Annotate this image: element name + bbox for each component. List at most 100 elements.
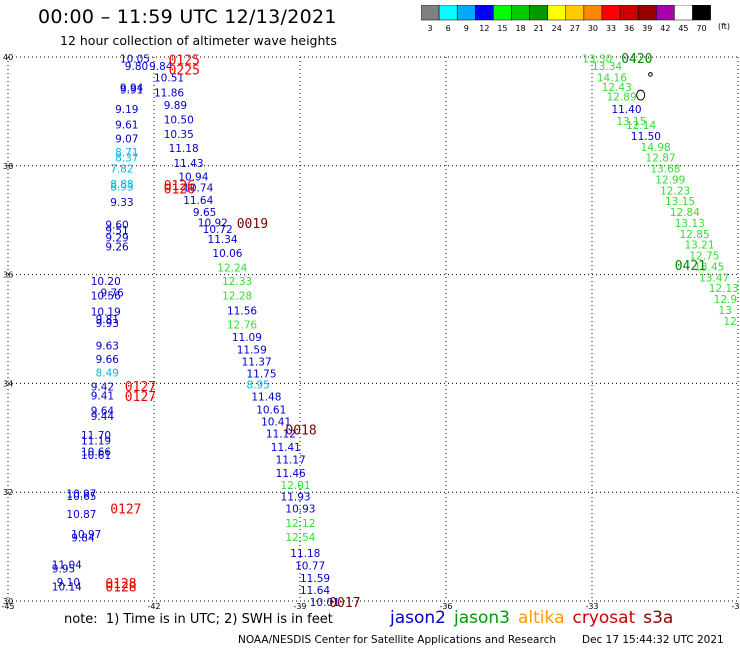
wave-height-label: 11.18: [169, 143, 199, 155]
color-scale-label: 45: [678, 24, 688, 33]
wave-height-label: 10.94: [178, 172, 208, 184]
wave-height-label: 11.59: [300, 573, 330, 585]
y-tick-label: 40: [3, 53, 13, 62]
wave-height-label: 14.16: [597, 73, 627, 85]
wave-height-label: 12: [723, 316, 736, 328]
wave-height-label: 13.21: [684, 240, 714, 252]
wave-height-label: 12.23: [660, 185, 690, 197]
chart-title: 00:00 – 11:59 UTC 12/13/2021: [38, 6, 337, 28]
satellite-legend: jason2 jason3 altika cryosat s3a: [390, 608, 681, 628]
wave-height-label: 8.95: [246, 379, 269, 391]
wave-height-label: 10.93: [285, 504, 315, 516]
wave-height-label: 8.88: [110, 179, 133, 191]
wave-height-label: 11.17: [276, 455, 306, 467]
footer-center: NOAA/NESDIS Center for Satellite Applica…: [238, 634, 556, 646]
wave-height-label: 12.89: [607, 92, 637, 104]
wave-height-label: 14.98: [641, 142, 671, 154]
color-scale-label: 39: [642, 24, 652, 33]
wave-height-label: 9.66: [96, 354, 120, 366]
wave-height-label: 11.64: [300, 585, 330, 597]
wave-height-label: 11.86: [154, 87, 184, 99]
wave-height-label: 12.28: [222, 290, 252, 302]
wave-height-label: 12.85: [680, 229, 710, 241]
pass-time-label: 0421: [675, 259, 706, 274]
wave-height-label: 12.84: [670, 207, 700, 219]
x-tick-label: -42: [147, 602, 160, 610]
color-scale-label: 42: [660, 24, 670, 33]
wave-height-label: 10.41: [261, 416, 291, 428]
wave-height-label: 13.34: [592, 61, 622, 73]
color-scale-label: 3: [428, 24, 433, 33]
wave-height-label: 12.87: [646, 153, 676, 165]
wave-height-label: 9.42: [91, 382, 114, 394]
wave-height-label: 7.82: [110, 164, 133, 176]
wave-height-label: 9.65: [193, 207, 216, 219]
wave-height-label: 11.04: [52, 560, 82, 572]
color-scale-label: 6: [446, 24, 451, 33]
wave-height-label: 11.48: [251, 391, 281, 403]
color-scale-label: 15: [497, 24, 507, 33]
wave-height-label: 11.46: [276, 468, 306, 480]
color-scale-label: 70: [696, 24, 706, 33]
wave-height-label: 12.43: [602, 82, 632, 94]
wave-height-label: 10.97: [71, 529, 101, 541]
wave-height-label: 11.19: [81, 436, 111, 448]
wave-height-label: 12.24: [217, 263, 247, 275]
x-tick-label: -30: [731, 602, 740, 610]
wave-height-label: 10.14: [52, 581, 82, 593]
y-tick-label: 38: [3, 162, 13, 171]
wave-height-label: 11.18: [290, 548, 320, 560]
wave-height-label: 9.61: [115, 119, 138, 131]
wave-height-label: 10.97: [66, 488, 96, 500]
wave-height-label: 9.91: [120, 85, 143, 97]
wave-height-label: 11.40: [611, 104, 641, 116]
wave-height-label: 9.94: [120, 82, 144, 94]
wave-height-label: 12.75: [689, 251, 719, 263]
pass-time-label: 0017: [329, 596, 360, 610]
wave-height-label: 10.72: [203, 224, 233, 236]
wave-height-label: 11.43: [173, 158, 203, 170]
wave-height-label: 9.33: [110, 197, 133, 209]
wave-height-label: 12.9: [714, 294, 737, 306]
wave-height-plot: -45-42-39-36-33-3030323436384010.059.809…: [1, 52, 740, 610]
footer: NOAA/NESDIS Center for Satellite Applica…: [238, 634, 724, 646]
wave-height-label: 9.63: [96, 340, 119, 352]
wave-height-label: 9.95: [52, 563, 75, 575]
legend-altika: altika: [518, 608, 565, 628]
wave-height-label: 9.26: [105, 241, 129, 253]
y-tick-label: 36: [3, 271, 13, 280]
wave-height-label: 10.20: [91, 276, 121, 288]
island-outline: [648, 72, 653, 77]
color-scale-swatch: [692, 5, 711, 21]
y-tick-label: 30: [3, 597, 13, 606]
x-tick-label: -39: [293, 602, 306, 610]
wave-height-label: 8.37: [115, 153, 138, 165]
y-tick-label: 34: [3, 379, 13, 388]
wave-height-label: 11.64: [183, 195, 213, 207]
wave-height-label: 10.61: [81, 450, 111, 462]
wave-height-label: 10.61: [256, 405, 286, 417]
wave-height-label: 12.14: [626, 120, 656, 132]
wave-height-label: 9.81: [96, 314, 119, 326]
x-tick-label: -36: [439, 602, 452, 610]
y-tick-label: 32: [3, 488, 13, 497]
color-scale-label: 30: [588, 24, 598, 33]
chart-subtitle: 12 hour collection of altimeter wave hei…: [60, 33, 337, 48]
wave-height-label: 12.76: [227, 320, 257, 332]
wave-height-label: 13: [719, 305, 732, 317]
wave-height-label: 13.15: [665, 196, 695, 208]
island-outline: [636, 89, 646, 101]
wave-height-label: 8.49: [96, 368, 119, 380]
wave-height-label: 8.93: [110, 181, 133, 193]
wave-height-label: 11.75: [246, 369, 276, 381]
wave-height-label: 9.29: [105, 233, 128, 245]
pass-time-label: 0420: [621, 52, 652, 67]
footer-timestamp: Dec 17 15:44:32 UTC 2021: [582, 634, 724, 646]
pass-time-label: 0018: [285, 424, 316, 439]
color-scale-label: 9: [464, 24, 469, 33]
wave-height-label: 11.56: [227, 306, 257, 318]
wave-height-label: 9.80: [125, 61, 148, 73]
color-scale-label: 27: [570, 24, 580, 33]
wave-height-label: 10.56: [91, 290, 121, 302]
wave-height-label: 10.74: [183, 183, 213, 195]
